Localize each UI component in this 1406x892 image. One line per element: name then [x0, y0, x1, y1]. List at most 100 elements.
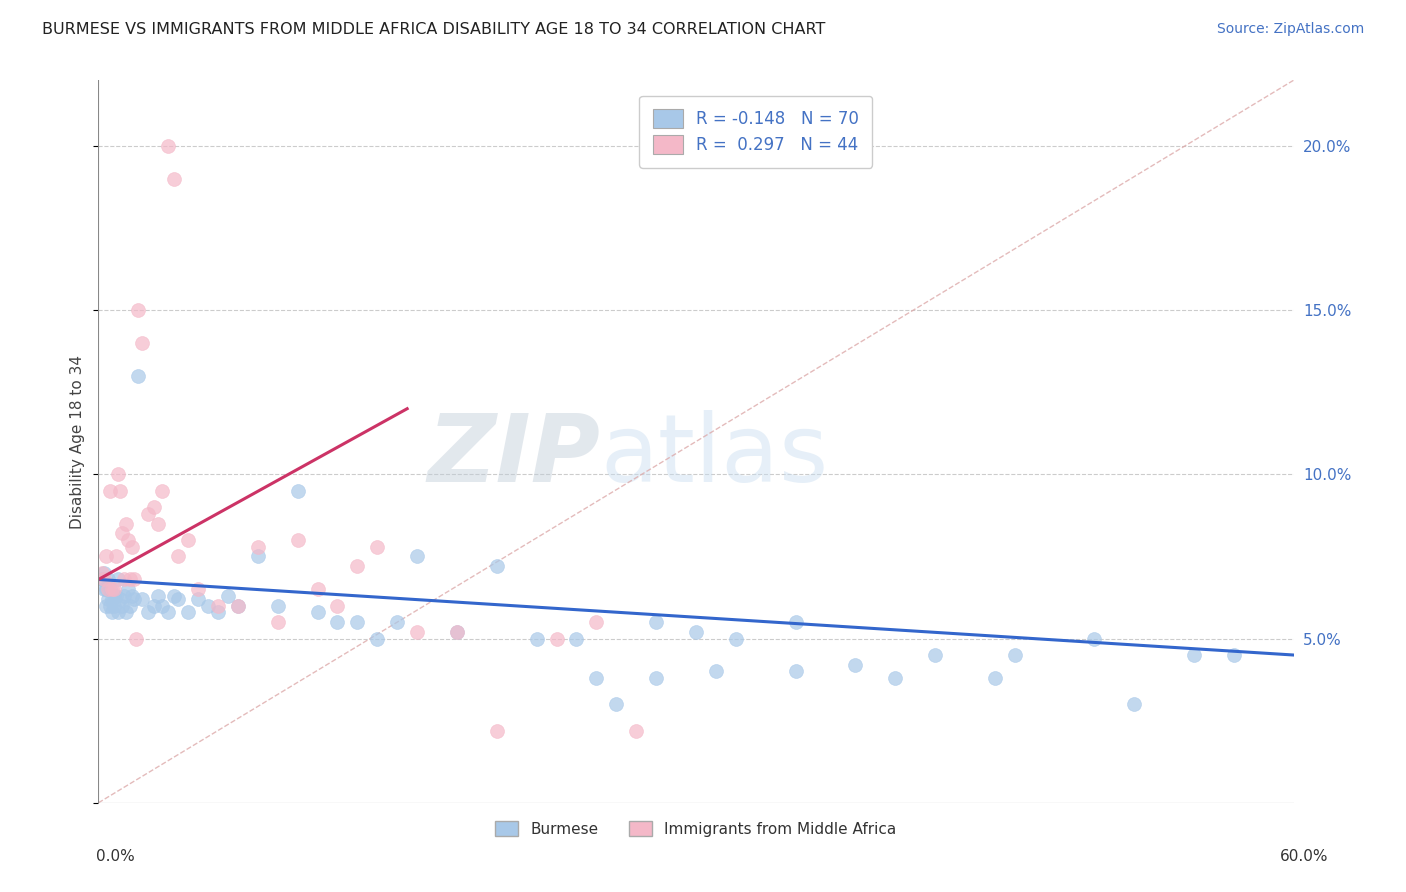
Point	[125, 632, 148, 646]
Point	[103, 589, 125, 603]
Point	[97, 582, 120, 597]
Point	[645, 615, 668, 630]
Point	[148, 589, 170, 603]
Text: 60.0%: 60.0%	[1281, 849, 1329, 864]
Point	[217, 589, 239, 603]
Point	[124, 573, 146, 587]
Point	[96, 582, 118, 597]
Point	[446, 625, 468, 640]
Point	[101, 592, 124, 607]
Point	[406, 625, 429, 640]
Point	[107, 605, 129, 619]
Point	[645, 671, 668, 685]
Point	[127, 303, 149, 318]
Point	[150, 599, 173, 613]
Point	[785, 615, 807, 630]
Point	[485, 723, 508, 738]
Point	[163, 589, 186, 603]
Point	[96, 549, 118, 564]
Point	[585, 671, 607, 685]
Point	[112, 589, 135, 603]
Point	[287, 533, 309, 547]
Point	[143, 500, 166, 515]
Point	[385, 615, 409, 630]
Point	[157, 139, 180, 153]
Point	[267, 599, 290, 613]
Point	[685, 625, 707, 640]
Point	[307, 582, 329, 597]
Point	[226, 599, 249, 613]
Point	[924, 648, 946, 662]
Point	[246, 540, 269, 554]
Point	[136, 507, 159, 521]
Point	[1123, 698, 1146, 712]
Point	[101, 582, 124, 597]
Point	[406, 549, 429, 564]
Point	[326, 599, 349, 613]
Point	[131, 336, 153, 351]
Point	[121, 589, 143, 603]
Point	[1223, 648, 1246, 662]
Point	[136, 605, 159, 619]
Point	[605, 698, 627, 712]
Point	[546, 632, 568, 646]
Point	[98, 599, 122, 613]
Point	[724, 632, 747, 646]
Point	[148, 516, 170, 531]
Point	[111, 526, 134, 541]
Point	[97, 573, 120, 587]
Point	[984, 671, 1007, 685]
Text: ZIP: ZIP	[427, 410, 600, 502]
Point	[446, 625, 468, 640]
Text: atlas: atlas	[600, 410, 828, 502]
Point	[96, 599, 118, 613]
Text: 0.0%: 0.0%	[96, 849, 135, 864]
Point	[226, 599, 249, 613]
Point	[307, 605, 329, 619]
Point	[366, 632, 388, 646]
Point	[103, 582, 125, 597]
Point	[107, 573, 129, 587]
Point	[626, 723, 648, 738]
Point	[585, 615, 607, 630]
Point	[97, 592, 120, 607]
Point	[346, 615, 368, 630]
Point	[187, 582, 209, 597]
Point	[844, 657, 866, 672]
Point	[131, 592, 153, 607]
Point	[565, 632, 588, 646]
Text: BURMESE VS IMMIGRANTS FROM MIDDLE AFRICA DISABILITY AGE 18 TO 34 CORRELATION CHA: BURMESE VS IMMIGRANTS FROM MIDDLE AFRICA…	[42, 22, 825, 37]
Point	[207, 605, 229, 619]
Point	[117, 582, 139, 597]
Point	[110, 592, 132, 607]
Point	[1083, 632, 1105, 646]
Point	[485, 559, 508, 574]
Point	[124, 592, 146, 607]
Point	[110, 483, 132, 498]
Point	[884, 671, 907, 685]
Point	[115, 516, 138, 531]
Point	[346, 559, 368, 574]
Y-axis label: Disability Age 18 to 34: Disability Age 18 to 34	[70, 354, 86, 529]
Point	[117, 533, 139, 547]
Point	[143, 599, 166, 613]
Point	[150, 483, 173, 498]
Point	[197, 599, 219, 613]
Point	[120, 599, 142, 613]
Point	[93, 582, 115, 597]
Point	[526, 632, 548, 646]
Point	[112, 573, 135, 587]
Point	[93, 573, 115, 587]
Point	[98, 582, 122, 597]
Point	[246, 549, 269, 564]
Point	[91, 573, 114, 587]
Point	[187, 592, 209, 607]
Point	[167, 592, 190, 607]
Point	[127, 368, 149, 383]
Point	[91, 566, 114, 580]
Legend: Burmese, Immigrants from Middle Africa: Burmese, Immigrants from Middle Africa	[486, 812, 905, 846]
Point	[287, 483, 309, 498]
Point	[105, 549, 128, 564]
Point	[103, 599, 125, 613]
Point	[101, 605, 124, 619]
